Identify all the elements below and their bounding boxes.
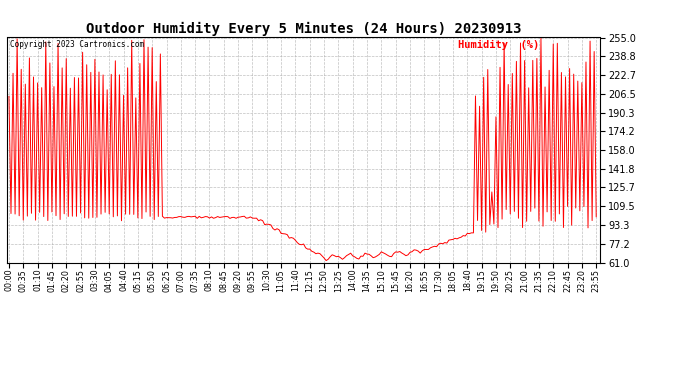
Text: Humidity  (%): Humidity (%): [458, 40, 539, 50]
Text: Copyright 2023 Cartronics.com: Copyright 2023 Cartronics.com: [10, 40, 144, 49]
Title: Outdoor Humidity Every 5 Minutes (24 Hours) 20230913: Outdoor Humidity Every 5 Minutes (24 Hou…: [86, 22, 522, 36]
